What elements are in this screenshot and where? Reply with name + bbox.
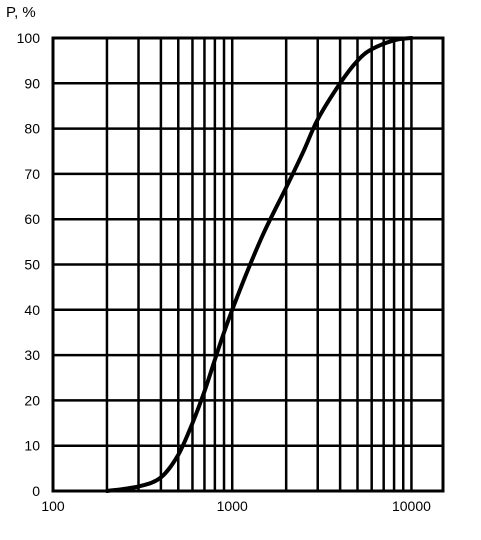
x-tick-label: 100 [41, 498, 65, 514]
y-tick-label: 10 [24, 438, 40, 454]
y-tick-label: 30 [24, 347, 40, 363]
y-tick-label: 0 [32, 483, 40, 499]
series-layer [105, 36, 414, 493]
x-tick-label: 1000 [217, 498, 248, 514]
y-tick-label: 70 [24, 166, 40, 182]
y-tick-label: 50 [24, 257, 40, 273]
y-tick-label: 90 [24, 75, 40, 91]
x-tick-label: 10000 [392, 498, 431, 514]
y-tick-label: 20 [24, 392, 40, 408]
grid [53, 36, 445, 493]
y-tick-label: 40 [24, 302, 40, 318]
y-axis-title: P, % [6, 4, 36, 21]
y-tick-label: 60 [24, 211, 40, 227]
tick-labels: 0 10 20 30 40 50 60 70 80 90 100 100 1000 10000 [17, 30, 431, 514]
y-tick-label: 80 [24, 121, 40, 137]
y-tick-label: 100 [17, 30, 41, 46]
plot-frame [51, 36, 445, 493]
series-line [105, 36, 414, 493]
